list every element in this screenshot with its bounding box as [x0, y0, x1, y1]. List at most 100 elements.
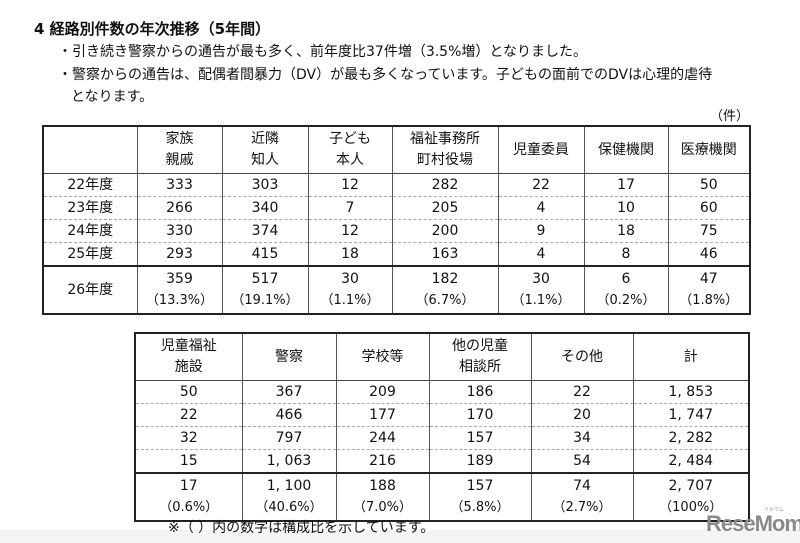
table2-header-row: 児童福祉 施設 警察 学校等 他の児童 相談所 その他 計	[134, 333, 750, 381]
cell: 12	[307, 173, 393, 197]
cell: 20	[530, 403, 634, 427]
table-row-current-year: 26年度 359 （13.3%） 517 （19.1%） 30 （1.1%） 182 （…	[42, 266, 751, 314]
table1-header-row: 家族 親戚 近隣 知人 子ども 本人 福祉事務所 町村役場 児童委員 保健機関 医療機関	[42, 126, 751, 174]
cell: 18	[583, 219, 669, 243]
cell: 367	[241, 380, 337, 404]
cell: 216	[335, 449, 430, 474]
cell: 374	[221, 219, 309, 243]
header-medical-agency: 医療機関	[667, 126, 751, 174]
unit-label: （件）	[710, 109, 750, 124]
table-row-current-year: 17 （0.6%） 1, 100 （40.6%） 188 （7.0%） 157 （5.8…	[134, 473, 750, 521]
cell: 32	[134, 426, 243, 450]
header-child-commissioner: 児童委員	[497, 126, 585, 174]
watermark-subtext: リセマム	[764, 507, 785, 513]
cell: 797	[241, 426, 337, 450]
cell: 359 （13.3%）	[136, 266, 223, 314]
cell: 333	[136, 173, 223, 197]
cell: 54	[530, 449, 634, 474]
table-row: 23年度 266 340 7 205 4 10 60	[42, 196, 751, 220]
header-neighbor: 近隣 知人	[221, 126, 309, 174]
cell: 293	[136, 242, 223, 267]
row-year: 25年度	[42, 242, 138, 267]
table-row: 25年度 293 415 18 163 4 8 46	[42, 242, 751, 267]
cell: 186	[428, 380, 532, 404]
cell: 10	[583, 196, 669, 220]
cell: 46	[667, 242, 751, 267]
header-welfare-office: 福祉事務所 町村役場	[391, 126, 499, 174]
cell: 7	[307, 196, 393, 220]
cell: 517 （19.1%）	[221, 266, 309, 314]
cell: 50	[134, 380, 243, 404]
cell: 47 （1.8%）	[667, 266, 751, 314]
row-year: 26年度	[42, 266, 138, 314]
cell: 75	[667, 219, 751, 243]
header-corner	[42, 126, 138, 174]
cell: 2, 707 （100%）	[632, 473, 750, 521]
cell: 30 （1.1%）	[307, 266, 393, 314]
cell: 1, 747	[632, 403, 750, 427]
cell: 60	[667, 196, 751, 220]
cell: 15	[134, 449, 243, 474]
header-child-welfare-facility: 児童福祉 施設	[134, 333, 243, 381]
table-row: 22年度 333 303 12 282 22 17 50	[42, 173, 751, 197]
cell: 22	[134, 403, 243, 427]
cell: 163	[391, 242, 499, 267]
cell: 415	[221, 242, 309, 267]
cell: 188 （7.0%）	[335, 473, 430, 521]
table-row: 50 367 209 186 22 1, 853	[134, 380, 750, 404]
header-health-agency: 保健機関	[583, 126, 669, 174]
row-year: 24年度	[42, 219, 138, 243]
header-school: 学校等	[335, 333, 430, 381]
cell: 1, 100 （40.6%）	[241, 473, 337, 521]
cell: 34	[530, 426, 634, 450]
header-total: 計	[632, 333, 750, 381]
bullet-2: ・警察からの通告は、配偶者間暴力（DV）が最も多くなっています。子どもの面前での…	[58, 67, 713, 83]
watermark-logo: ReseMom	[706, 511, 800, 536]
table-row: 32 797 244 157 34 2, 282	[134, 426, 750, 450]
header-police: 警察	[241, 333, 337, 381]
cell: 17	[583, 173, 669, 197]
cell: 30 （1.1%）	[497, 266, 585, 314]
cell: 18	[307, 242, 393, 267]
cell: 2, 484	[632, 449, 750, 474]
cell: 6 （0.2%）	[583, 266, 669, 314]
cell: 177	[335, 403, 430, 427]
cell: 170	[428, 403, 532, 427]
footnote: ※（ ）内の数字は構成比を示しています。	[168, 520, 435, 536]
cell: 182 （6.7%）	[391, 266, 499, 314]
cell: 205	[391, 196, 499, 220]
row-year: 23年度	[42, 196, 138, 220]
cell: 266	[136, 196, 223, 220]
header-family: 家族 親戚	[136, 126, 223, 174]
row-year: 22年度	[42, 173, 138, 197]
bullet-1: ・引き続き警察からの通告が最も多く、前年度比37件増（3.5%増）となりました。	[58, 44, 587, 60]
header-other-child-consult: 他の児童 相談所	[428, 333, 532, 381]
cell: 9	[497, 219, 585, 243]
cell: 4	[497, 196, 585, 220]
cell: 200	[391, 219, 499, 243]
cell: 303	[221, 173, 309, 197]
route-table-2: 児童福祉 施設 警察 学校等 他の児童 相談所 その他 計 50 367 209 1…	[134, 332, 750, 522]
cell: 1, 063	[241, 449, 337, 474]
header-other: その他	[530, 333, 634, 381]
cell: 466	[241, 403, 337, 427]
cell: 157 （5.8%）	[428, 473, 532, 521]
cell: 1, 853	[632, 380, 750, 404]
cell: 2, 282	[632, 426, 750, 450]
header-child: 子ども 本人	[307, 126, 393, 174]
cell: 209	[335, 380, 430, 404]
route-table-1: 家族 親戚 近隣 知人 子ども 本人 福祉事務所 町村役場 児童委員 保健機関 医療機関…	[42, 125, 751, 315]
cell: 74 （2.7%）	[530, 473, 634, 521]
cell: 189	[428, 449, 532, 474]
bullet-2-continued: となります。	[71, 89, 154, 105]
cell: 22	[530, 380, 634, 404]
cell: 244	[335, 426, 430, 450]
cell: 17 （0.6%）	[134, 473, 243, 521]
cell: 4	[497, 242, 585, 267]
cell: 330	[136, 219, 223, 243]
cell: 157	[428, 426, 532, 450]
footer-background	[0, 530, 800, 543]
cell: 8	[583, 242, 669, 267]
table-row: 24年度 330 374 12 200 9 18 75	[42, 219, 751, 243]
table-row: 15 1, 063 216 189 54 2, 484	[134, 449, 750, 474]
